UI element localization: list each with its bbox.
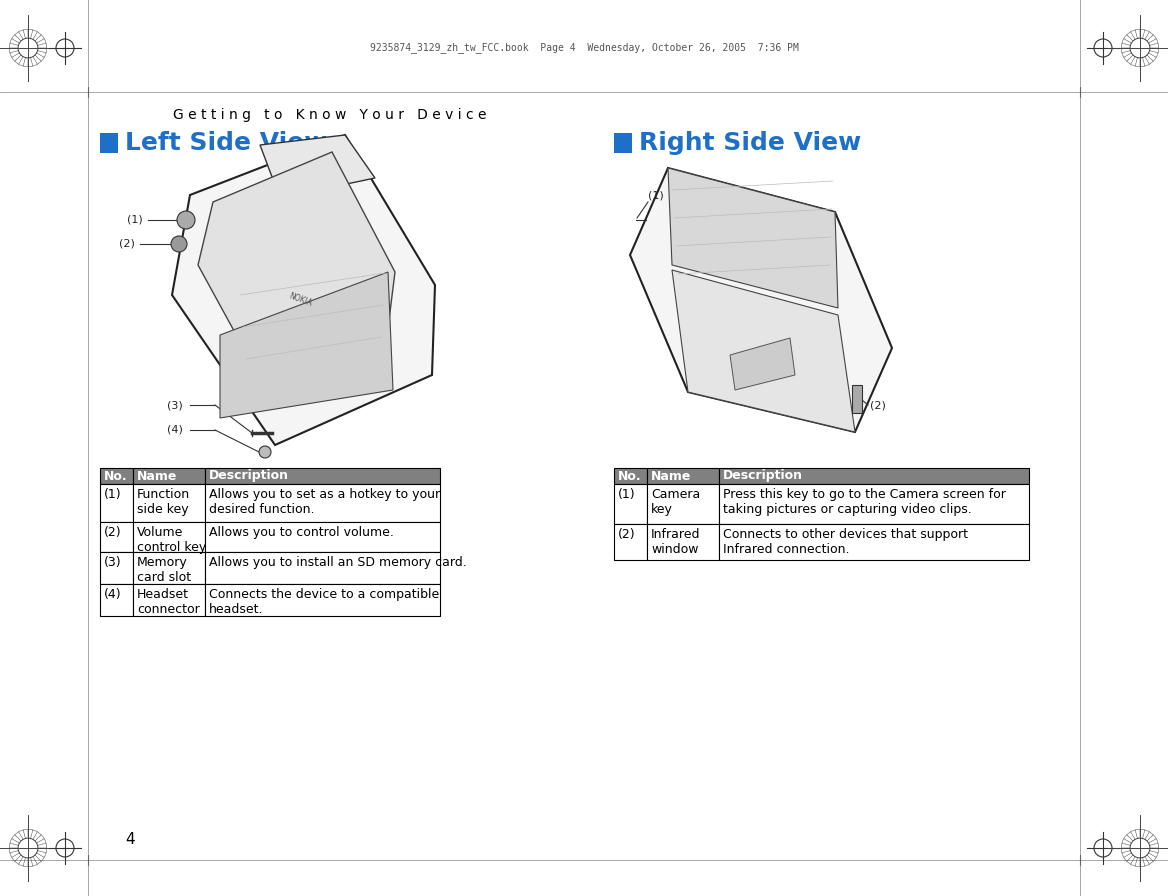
Text: Description: Description xyxy=(209,470,288,483)
Bar xyxy=(133,522,206,552)
Text: Connects the device to a compatible
headset.: Connects the device to a compatible head… xyxy=(209,588,439,616)
Circle shape xyxy=(259,446,271,458)
Bar xyxy=(100,584,133,616)
Polygon shape xyxy=(199,152,395,382)
Bar xyxy=(206,522,440,552)
Text: (3): (3) xyxy=(104,556,121,569)
Text: (3): (3) xyxy=(167,400,183,410)
Bar xyxy=(133,552,206,584)
Bar xyxy=(647,524,719,560)
Text: Name: Name xyxy=(137,470,178,483)
Bar xyxy=(719,524,1029,560)
Bar xyxy=(647,484,719,524)
Text: (1): (1) xyxy=(618,488,635,501)
Polygon shape xyxy=(730,338,795,390)
Text: Infrared
window: Infrared window xyxy=(651,528,701,556)
Text: NOKIA: NOKIA xyxy=(287,291,313,308)
Polygon shape xyxy=(260,135,375,198)
Bar xyxy=(851,385,862,413)
Text: (1): (1) xyxy=(648,190,663,200)
Text: (4): (4) xyxy=(167,425,183,435)
Bar xyxy=(133,484,206,522)
Text: (4): (4) xyxy=(104,588,121,601)
Text: Allows you to install an SD memory card.: Allows you to install an SD memory card. xyxy=(209,556,467,569)
Polygon shape xyxy=(172,135,434,445)
Text: G e t t i n g   t o   K n o w   Y o u r   D e v i c e: G e t t i n g t o K n o w Y o u r D e v … xyxy=(173,108,487,122)
Bar xyxy=(100,468,133,484)
Bar xyxy=(206,468,440,484)
Circle shape xyxy=(171,236,187,252)
Text: Allows you to control volume.: Allows you to control volume. xyxy=(209,526,394,539)
Bar xyxy=(100,552,133,584)
Text: 4: 4 xyxy=(125,832,134,848)
Bar xyxy=(100,522,133,552)
Polygon shape xyxy=(630,168,892,432)
Circle shape xyxy=(178,211,195,229)
Bar xyxy=(614,468,647,484)
Bar xyxy=(133,584,206,616)
Bar xyxy=(100,133,118,153)
Bar xyxy=(647,468,719,484)
Text: (1): (1) xyxy=(104,488,121,501)
Text: Name: Name xyxy=(651,470,691,483)
Bar xyxy=(719,468,1029,484)
Polygon shape xyxy=(672,270,855,432)
Text: Left Side View: Left Side View xyxy=(125,131,327,155)
Text: Camera
key: Camera key xyxy=(651,488,701,516)
Text: 9235874_3129_zh_tw_FCC.book  Page 4  Wednesday, October 26, 2005  7:36 PM: 9235874_3129_zh_tw_FCC.book Page 4 Wedne… xyxy=(369,42,799,54)
Text: (2): (2) xyxy=(870,400,885,410)
Bar xyxy=(719,484,1029,524)
Text: Memory
card slot: Memory card slot xyxy=(137,556,192,584)
Text: Function
side key: Function side key xyxy=(137,488,190,516)
Polygon shape xyxy=(220,272,392,418)
Text: (2): (2) xyxy=(119,239,135,249)
Bar xyxy=(100,484,133,522)
Bar xyxy=(133,468,206,484)
Bar xyxy=(206,552,440,584)
Bar xyxy=(614,133,632,153)
Bar xyxy=(614,524,647,560)
Text: Press this key to go to the Camera screen for
taking pictures or capturing video: Press this key to go to the Camera scree… xyxy=(723,488,1006,516)
Text: No.: No. xyxy=(104,470,127,483)
Text: Headset
connector: Headset connector xyxy=(137,588,200,616)
Bar xyxy=(614,484,647,524)
Text: Allows you to set as a hotkey to your
desired function.: Allows you to set as a hotkey to your de… xyxy=(209,488,440,516)
Bar xyxy=(206,584,440,616)
Text: (1): (1) xyxy=(127,215,142,225)
Text: Description: Description xyxy=(723,470,804,483)
Polygon shape xyxy=(668,168,837,308)
Text: Connects to other devices that support
Infrared connection.: Connects to other devices that support I… xyxy=(723,528,968,556)
Text: No.: No. xyxy=(618,470,641,483)
Bar xyxy=(206,484,440,522)
Text: (2): (2) xyxy=(104,526,121,539)
Text: Volume
control key: Volume control key xyxy=(137,526,207,554)
Text: Right Side View: Right Side View xyxy=(639,131,861,155)
Text: (2): (2) xyxy=(618,528,635,541)
